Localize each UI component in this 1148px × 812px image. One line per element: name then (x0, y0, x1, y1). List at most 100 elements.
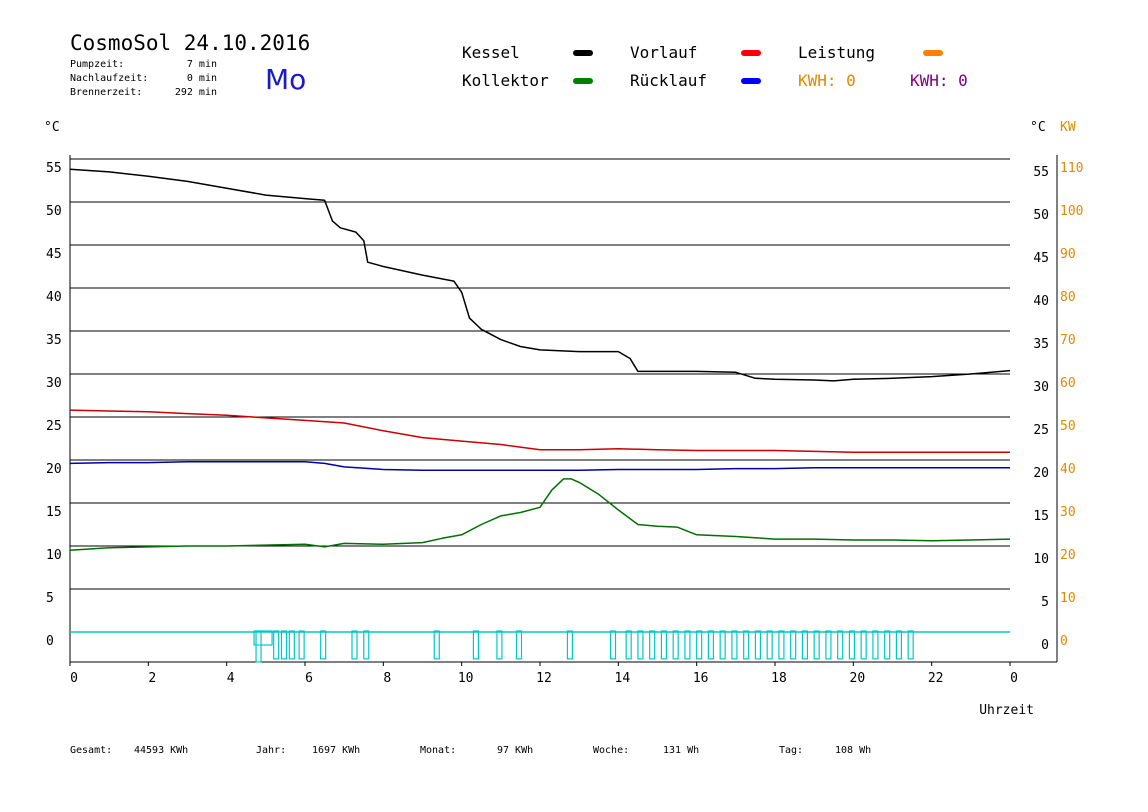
legend-label-kollektor: Kollektor (462, 71, 549, 90)
footer-value-woche: 131 Wh (663, 745, 699, 756)
y-right-tick-label-50: 50 (1033, 208, 1049, 223)
footer-label-jahr: Jahr: (256, 745, 286, 756)
series-line-vorlauf (69, 409, 1010, 454)
y-tick-label-50: 50 (46, 204, 62, 219)
y2-tick-label-80: 80 (1060, 290, 1076, 305)
legend-label-vorlauf: Vorlauf (630, 43, 697, 62)
series-lines (69, 168, 1011, 663)
x-tick-label-5: 10 (458, 671, 474, 686)
y-tick-label-0: 0 (46, 634, 54, 649)
series-leistung-pulse (837, 630, 844, 660)
series-leistung-pulse (625, 630, 632, 660)
series-leistung-pulse (351, 630, 358, 660)
series-leistung-pulse (895, 630, 903, 660)
series-leistung-pulse (472, 630, 480, 660)
series-leistung-pulse (884, 630, 891, 660)
x-axis-label: Uhrzeit (979, 703, 1034, 718)
x-tick-label-2: 4 (227, 671, 235, 686)
footer-totals: Gesamt: 44593 KWh Jahr: 1697 KWh Monat: … (70, 745, 871, 756)
series-leistung-pulse (288, 630, 295, 660)
stat-label-pumpzeit: Pumpzeit: (70, 59, 124, 70)
y-right-tick-label-0: 0 (1041, 638, 1049, 653)
y-right-tick-label-20: 20 (1033, 466, 1049, 481)
y2-tick-label-70: 70 (1060, 333, 1076, 348)
series-leistung-pulse (298, 630, 305, 660)
series-leistung-pulse (660, 630, 668, 660)
y-tick-label-30: 30 (46, 376, 62, 391)
series-leistung-pulse (790, 630, 797, 660)
y2-tick-label-40: 40 (1060, 462, 1076, 477)
y-right-tick-label-40: 40 (1033, 294, 1049, 309)
x-tick-label-10: 20 (850, 671, 866, 686)
y-tick-label-45: 45 (46, 247, 62, 262)
series-leistung-pulse (320, 630, 327, 660)
right-axis-unit: °C (1030, 120, 1046, 135)
series-leistung-pulse (253, 630, 273, 646)
footer-value-tag: 108 Wh (835, 745, 871, 756)
series-leistung-pulse (496, 630, 503, 660)
x-tick-label-0: 0 (70, 671, 78, 686)
series-leistung-pulse (566, 630, 574, 660)
series-leistung-pulse (684, 630, 691, 660)
series-line-kollektor (69, 478, 1011, 552)
series-leistung-pulse (872, 630, 879, 660)
series-leistung-pulse (273, 630, 280, 660)
stat-value-nachlaufzeit: 0 min (187, 73, 217, 84)
day-of-week: Mo (265, 63, 306, 96)
series-line-ruecklauf (69, 460, 1010, 472)
y2-tick-label-30: 30 (1060, 505, 1076, 520)
x-tick-label-4: 8 (383, 671, 391, 686)
y-right-tick-label-10: 10 (1033, 552, 1049, 567)
y-tick-label-15: 15 (46, 505, 62, 520)
series-leistung-pulse (860, 630, 867, 660)
series-leistung-pulse (637, 630, 644, 660)
stat-value-pumpzeit: 7 min (187, 59, 217, 70)
y-right-tick-label-15: 15 (1033, 509, 1049, 524)
y2-tick-label-90: 90 (1060, 247, 1076, 262)
y-right-tick-label-5: 5 (1041, 595, 1049, 610)
y-right-tick-label-30: 30 (1033, 380, 1049, 395)
y2-tick-label-20: 20 (1060, 548, 1076, 563)
series-leistung-pulse (609, 630, 617, 660)
series-leistung-pulse (766, 630, 773, 660)
kwh-readout-purple: KWH: 0 (910, 71, 968, 90)
y-tick-label-10: 10 (46, 548, 62, 563)
x-tick-label-11: 22 (928, 671, 944, 686)
y-right-tick-label-55: 55 (1033, 165, 1049, 180)
series-leistung-pulse (907, 630, 914, 660)
stat-value-brennerzeit: 292 min (175, 87, 217, 98)
series-leistung-pulse (515, 630, 523, 660)
series-line-kessel (69, 168, 1011, 382)
grid-lines (69, 155, 1058, 663)
series-leistung-pulse (754, 630, 762, 660)
series-leistung-pulse (255, 630, 262, 663)
x-tick-label-8: 16 (693, 671, 709, 686)
x-tick-label-3: 6 (305, 671, 313, 686)
footer-label-woche: Woche: (593, 745, 629, 756)
y2-tick-label-110: 110 (1060, 161, 1083, 176)
series-leistung-pulse (731, 630, 738, 660)
series-leistung-pulse (363, 630, 370, 660)
y2-tick-label-0: 0 (1060, 634, 1068, 649)
left-axis-unit: °C (44, 120, 60, 135)
y2-tick-label-100: 100 (1060, 204, 1083, 219)
legend-label-ruecklauf: Rücklauf (630, 71, 707, 90)
series-leistung-pulse (672, 630, 679, 660)
y-tick-label-5: 5 (46, 591, 54, 606)
series-leistung-pulse (801, 630, 809, 660)
y-right-tick-label-35: 35 (1033, 337, 1049, 352)
legend-label-leistung: Leistung (798, 43, 875, 62)
series-leistung-pulse (848, 630, 856, 660)
series-leistung-pulse (813, 630, 820, 660)
y-tick-label-35: 35 (46, 333, 62, 348)
x-tick-label-7: 14 (615, 671, 631, 686)
y-right-tick-label-25: 25 (1033, 423, 1049, 438)
stat-label-brennerzeit: Brennerzeit: (70, 87, 142, 98)
series-leistung-pulse (696, 630, 703, 660)
kwh-readout-orange: KWH: 0 (798, 71, 856, 90)
chart-title: CosmoSol 24.10.2016 (70, 31, 310, 55)
x-tick-label-6: 12 (536, 671, 552, 686)
series-leistung-pulse (649, 630, 656, 660)
series-leistung-pulse (280, 630, 288, 660)
footer-label-monat: Monat: (420, 745, 456, 756)
